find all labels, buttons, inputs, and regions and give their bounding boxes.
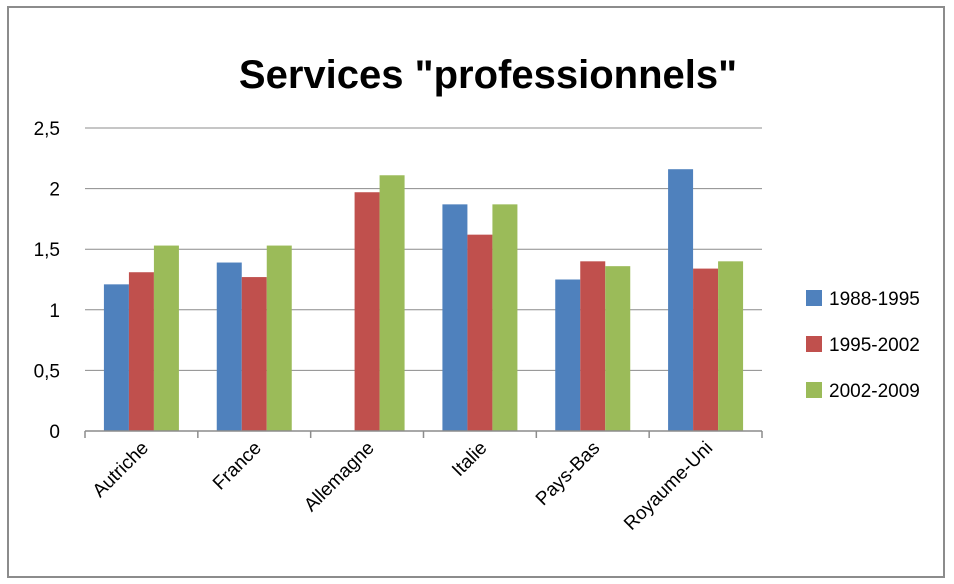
category-labels: Autriche France Allemagne Italie Pays-Bas Roy… (89, 438, 717, 535)
legend-label: 2002-2009 (829, 381, 920, 402)
bar-1995-2002-Pays-Bas (580, 261, 606, 431)
y-tick-label: 1,5 (34, 240, 60, 261)
legend-swatch (806, 336, 822, 352)
legend-label: 1988-1995 (829, 289, 920, 310)
x-category-label: Autriche (89, 438, 153, 502)
chart-title: Services "professionnels" (239, 53, 737, 97)
bars (103, 169, 744, 431)
y-tick-label: 0 (49, 422, 60, 443)
bar-1995-2002-Italie (467, 234, 493, 431)
gridlines (85, 127, 762, 371)
bar-1988-1995-Autriche (103, 284, 129, 431)
x-axis (84, 430, 763, 438)
bar-2002-2009-Italie (492, 204, 518, 431)
legend-label: 1995-2002 (829, 335, 920, 356)
bar-2002-2009-Pays-Bas (605, 266, 631, 431)
y-tick-label: 0,5 (34, 361, 60, 382)
x-category-label: Pays-Bas (532, 438, 604, 510)
bar-1995-2002-Allemagne (354, 192, 380, 431)
bar-1995-2002-France (241, 277, 267, 431)
y-tick-label: 1 (49, 301, 60, 322)
bar-1988-1995-Italie (442, 204, 468, 431)
legend-swatch (806, 290, 822, 306)
bar-2002-2009-Royaume-Uni (718, 261, 744, 431)
bar-2002-2009-Autriche (153, 245, 179, 431)
x-category-label: Allemagne (300, 438, 378, 516)
legend-swatch (806, 382, 822, 398)
bar-1995-2002-Autriche (128, 272, 154, 431)
bar-1988-1995-Royaume-Uni (668, 169, 694, 431)
bar-2002-2009-Allemagne (379, 175, 405, 431)
x-category-label: Italie (448, 438, 491, 481)
bar-1988-1995-Pays-Bas (555, 279, 581, 431)
y-axis-ticks: 0 0,5 1 1,5 2 2,5 (34, 119, 60, 443)
bar-2002-2009-France (266, 245, 292, 431)
y-tick-label: 2 (49, 180, 60, 201)
x-category-label: France (209, 438, 266, 495)
x-category-label: Royaume-Uni (620, 438, 717, 535)
legend: 1988-1995 1995-2002 2002-2009 (806, 289, 920, 402)
y-tick-label: 2,5 (34, 119, 60, 140)
bar-1995-2002-Royaume-Uni (693, 268, 719, 431)
bar-1988-1995-France (216, 262, 242, 431)
